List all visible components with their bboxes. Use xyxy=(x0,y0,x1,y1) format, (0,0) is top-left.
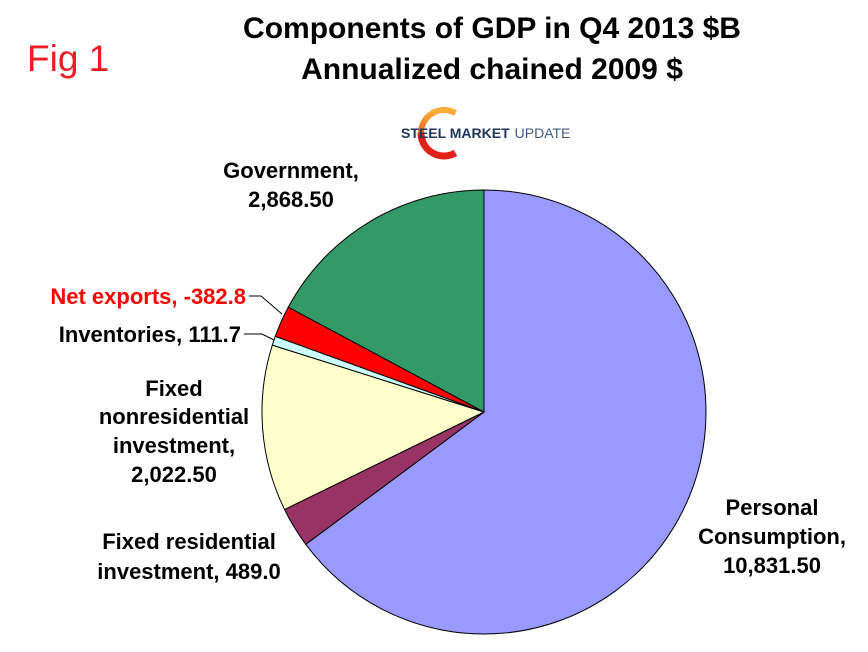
slice-label-value: Inventories, 111.7 xyxy=(59,322,241,347)
pie-slice-government xyxy=(287,189,485,413)
slice-label-value: 2,022.50 xyxy=(131,462,217,487)
slice-label-inventories: Inventories, 111.7 xyxy=(59,322,241,347)
chart-title: Components of GDP in Q4 2013 $B xyxy=(243,12,741,45)
slice-label-line: Consumption, xyxy=(698,524,846,549)
leader-line-net-exports xyxy=(249,295,283,315)
slice-label-value: investment, 489.0 xyxy=(97,559,280,584)
slice-label-fixed-nonresidential-investment: Fixed nonresidential investment, 2,022.5… xyxy=(99,376,249,487)
pie-slice-personal-consumption xyxy=(305,189,707,635)
logo-swoosh-icon xyxy=(418,107,457,134)
slice-label-value: 2,868.50 xyxy=(248,187,334,212)
slice-label-fixed-residential-investment: Fixed residential investment, 489.0 xyxy=(97,529,280,584)
slice-label-line: nonresidential xyxy=(99,404,249,429)
slice-label-value: Net exports, -382.8 xyxy=(50,284,246,309)
slice-label-line: Personal xyxy=(726,495,819,520)
slice-label-line: investment, xyxy=(113,433,235,458)
leader-line-inventories xyxy=(244,333,275,341)
slice-label-government: Government, 2,868.50 xyxy=(223,158,359,212)
slice-label-value: 10,831.50 xyxy=(723,553,821,578)
logo-wordmark-light: UPDATE xyxy=(515,125,571,141)
pie xyxy=(261,189,707,635)
slice-label-line: Fixed residential xyxy=(102,529,276,554)
logo-wordmark: STEEL MARKET UPDATE xyxy=(401,125,570,141)
slice-label-net-exports: Net exports, -382.8 xyxy=(50,284,246,309)
slice-label-personal-consumption: Personal Consumption, 10,831.50 xyxy=(698,495,846,578)
figure-label: Fig 1 xyxy=(27,38,109,79)
chart-subtitle: Annualized chained 2009 $ xyxy=(301,53,683,86)
pie-slice-fixed-nonresidential-investment xyxy=(261,344,486,511)
slice-label-line: Fixed xyxy=(145,376,202,401)
logo-swoosh-red-icon xyxy=(417,132,458,160)
logo-wordmark-bold: STEEL MARKET xyxy=(401,125,510,141)
steel-market-update-logo: STEEL MARKET UPDATE xyxy=(401,107,570,160)
slice-label-line: Government, xyxy=(223,158,359,183)
